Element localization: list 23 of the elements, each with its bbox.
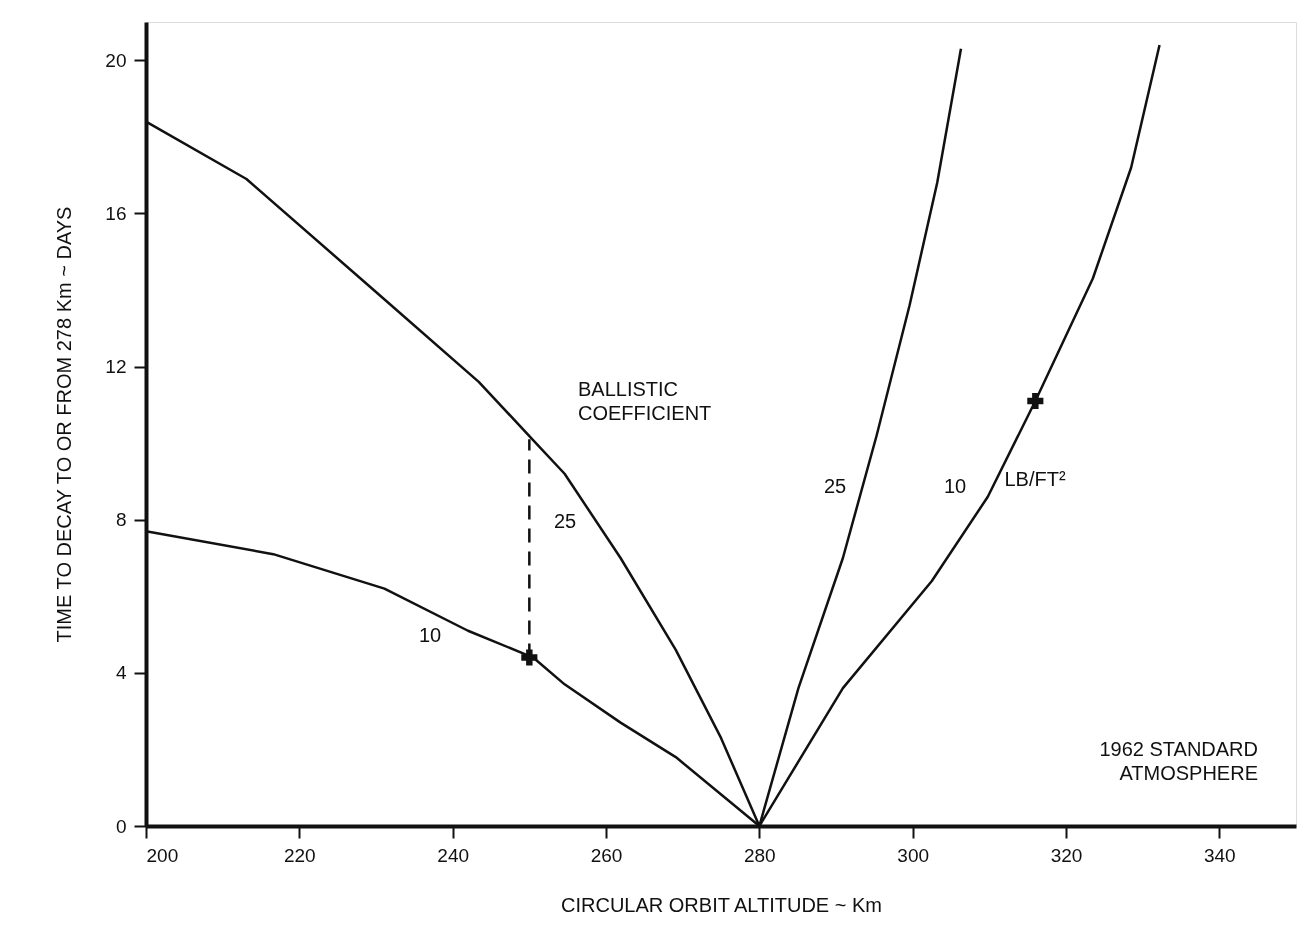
annotation: BALLISTIC COEFFICIENT (578, 378, 712, 424)
annotation: 1962 STANDARD ATMOSPHERE (1099, 738, 1258, 784)
annotation: 25 (553, 510, 577, 532)
y-tick-label: 16 (105, 202, 127, 224)
annotation: 10 (943, 475, 967, 497)
y-tick-label: 12 (105, 356, 127, 378)
y-tick-label: 0 (115, 815, 127, 837)
x-tick-label: 340 (1203, 844, 1236, 866)
x-tick-label: 300 (897, 844, 930, 866)
x-tick-label: 280 (743, 844, 776, 866)
x-tick-label: 240 (437, 844, 470, 866)
x-tick-label: 320 (1050, 844, 1083, 866)
y-tick-label: 20 (105, 49, 127, 71)
y-tick-label: 8 (115, 509, 127, 531)
x-axis-title: CIRCULAR ORBIT ALTITUDE ~ Km (561, 893, 882, 916)
annotation: 10 (418, 624, 442, 646)
x-tick-label: 200 (146, 844, 179, 866)
annotation: LB/FT² (1004, 468, 1066, 490)
annotation: 25 (823, 475, 847, 497)
x-tick-label: 260 (590, 844, 623, 866)
y-tick-label: 4 (115, 662, 127, 684)
x-tick-label: 220 (283, 844, 316, 866)
y-axis-title: TIME TO DECAY TO OR FROM 278 Km ~ DAYS (53, 206, 76, 643)
